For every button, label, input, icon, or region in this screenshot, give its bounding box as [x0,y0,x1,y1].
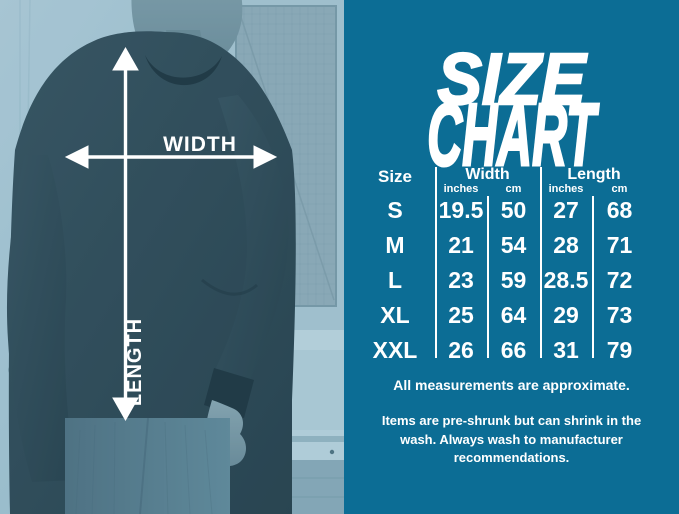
svg-text:LENGTH: LENGTH [124,318,146,406]
svg-text:WIDTH: WIDTH [163,133,237,156]
